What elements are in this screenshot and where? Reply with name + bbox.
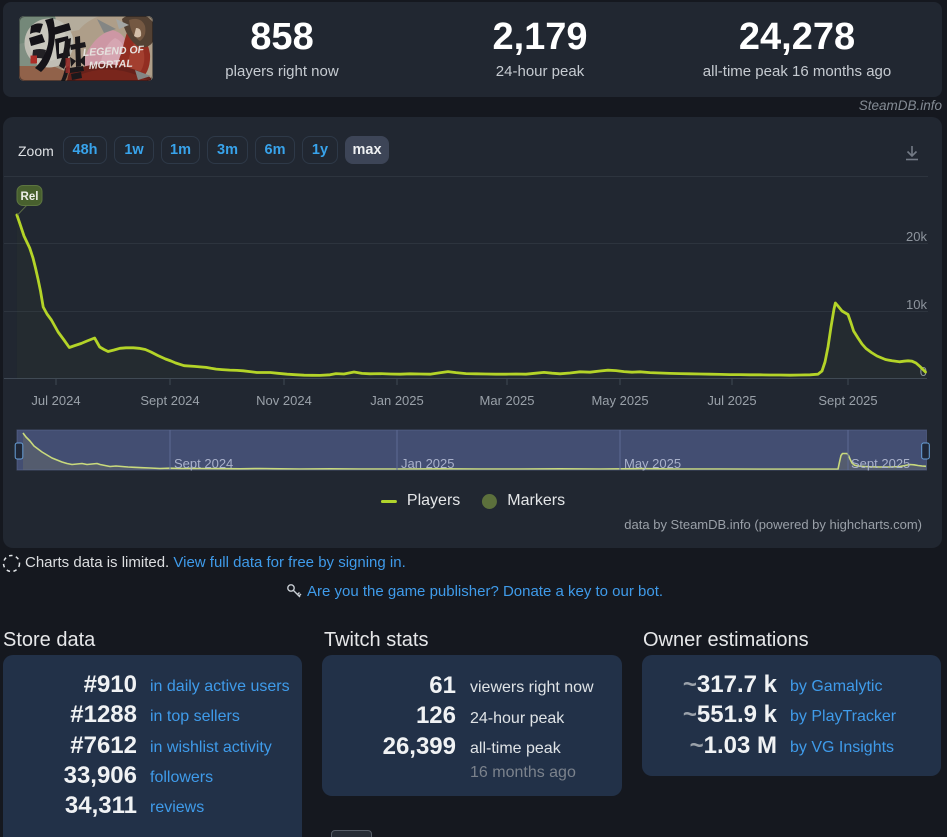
svg-text:May 2025: May 2025: [624, 456, 681, 471]
svg-text:May 2025: May 2025: [591, 393, 648, 408]
svg-text:Jul 2025: Jul 2025: [707, 393, 756, 408]
svg-text:Sept 2024: Sept 2024: [174, 456, 233, 471]
svg-text:Jan 2025: Jan 2025: [401, 456, 455, 471]
svg-text:Jul 2024: Jul 2024: [31, 393, 80, 408]
svg-text:20k: 20k: [906, 229, 927, 244]
svg-text:MORTAL: MORTAL: [89, 58, 134, 72]
svg-text:Sept 2025: Sept 2025: [851, 456, 910, 471]
svg-text:Rel: Rel: [21, 191, 39, 203]
svg-text:Jan 2025: Jan 2025: [370, 393, 424, 408]
svg-text:Sept 2024: Sept 2024: [140, 393, 199, 408]
svg-text:Nov 2024: Nov 2024: [256, 393, 312, 408]
svg-text:10k: 10k: [906, 297, 927, 312]
svg-text:LEGEND OF: LEGEND OF: [83, 44, 145, 59]
svg-text:Mar 2025: Mar 2025: [480, 393, 535, 408]
svg-text:Sept 2025: Sept 2025: [818, 393, 877, 408]
